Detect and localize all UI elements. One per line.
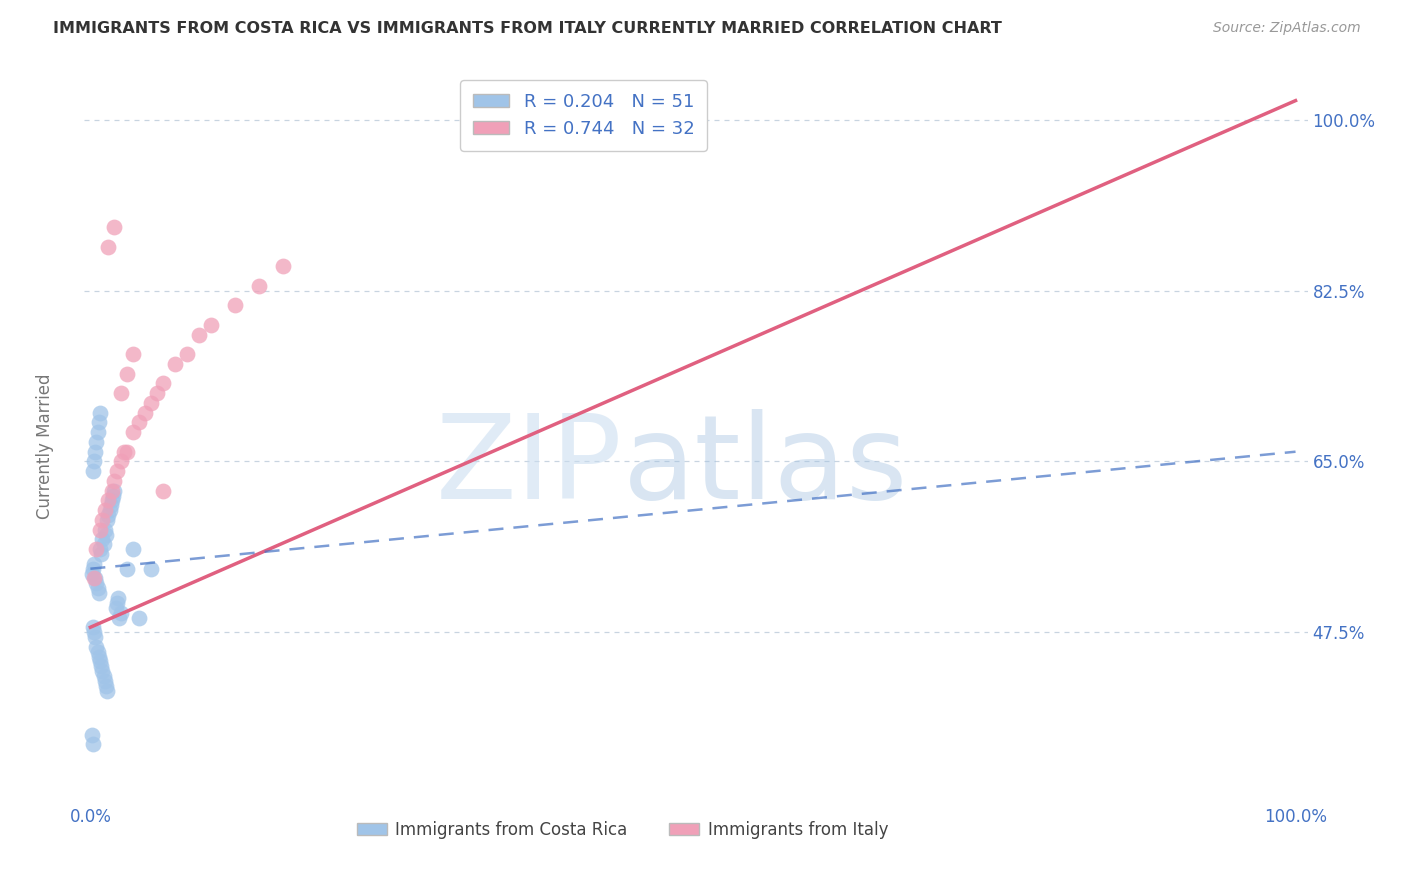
Point (87, 649, 110, 664)
Text: Currently Married: Currently Married (37, 373, 53, 519)
Point (103, 220, 125, 235)
Point (110, 606, 132, 620)
Point (152, 376, 174, 391)
Point (115, 444, 138, 458)
Point (121, 347, 143, 361)
Point (87, 586, 110, 600)
Point (94, 527, 117, 541)
Point (224, 298, 246, 312)
Point (83, 454, 105, 468)
Text: IMMIGRANTS FROM COSTA RICA VS IMMIGRANTS FROM ITALY CURRENTLY MARRIED CORRELATIO: IMMIGRANTS FROM COSTA RICA VS IMMIGRANTS… (53, 21, 1002, 37)
Point (93, 669, 115, 683)
Point (187, 327, 209, 342)
Point (107, 591, 129, 605)
Point (86, 434, 108, 449)
Point (98, 503, 121, 517)
Point (87, 416, 110, 430)
Point (84, 572, 107, 586)
Point (86, 576, 108, 591)
Point (112, 444, 135, 458)
Point (104, 600, 127, 615)
Point (90, 659, 112, 673)
Point (86, 640, 108, 654)
Point (121, 425, 143, 440)
Point (80, 566, 103, 581)
Point (94, 679, 117, 693)
Point (247, 279, 270, 293)
Point (97, 508, 120, 522)
Point (91, 533, 114, 547)
Point (110, 454, 132, 468)
Point (134, 406, 156, 420)
Point (103, 489, 125, 503)
Point (103, 474, 125, 488)
Point (86, 542, 108, 557)
Point (83, 557, 105, 571)
Point (97, 240, 120, 254)
Point (83, 572, 105, 586)
Point (100, 499, 122, 513)
Point (89, 542, 111, 557)
Text: Source: ZipAtlas.com: Source: ZipAtlas.com (1213, 21, 1361, 36)
Point (82, 562, 104, 576)
Point (82, 620, 104, 634)
Point (93, 537, 115, 551)
Point (145, 386, 167, 401)
Legend: Immigrants from Costa Rica, Immigrants from Italy: Immigrants from Costa Rica, Immigrants f… (350, 814, 894, 846)
Point (86, 581, 108, 595)
Point (163, 357, 186, 371)
Point (96, 513, 118, 527)
Point (83, 625, 105, 640)
Point (84, 444, 107, 458)
Point (96, 683, 118, 698)
Point (86, 645, 108, 659)
Point (91, 664, 114, 678)
Point (91, 513, 114, 527)
Point (128, 416, 150, 430)
Point (80, 727, 103, 741)
Point (537, 133, 560, 147)
Point (84, 630, 107, 644)
Point (139, 396, 162, 410)
Point (200, 318, 222, 332)
Point (89, 406, 111, 420)
Point (108, 610, 131, 624)
Point (97, 493, 120, 508)
Point (152, 483, 174, 498)
Point (94, 673, 117, 688)
Point (176, 347, 198, 361)
Point (121, 542, 143, 557)
Point (105, 464, 128, 478)
Point (139, 562, 162, 576)
Point (82, 464, 104, 478)
Point (94, 523, 117, 537)
Text: atlas: atlas (623, 409, 908, 524)
Point (90, 547, 112, 561)
Point (271, 260, 294, 274)
Text: ZIP: ZIP (436, 409, 623, 524)
Point (101, 493, 124, 508)
Point (86, 425, 108, 440)
Point (128, 610, 150, 624)
Point (89, 654, 111, 668)
Point (103, 483, 125, 498)
Point (115, 562, 138, 576)
Point (82, 737, 104, 751)
Point (115, 367, 138, 381)
Point (89, 523, 111, 537)
Point (101, 483, 124, 498)
Point (94, 503, 117, 517)
Point (110, 386, 132, 401)
Point (105, 596, 128, 610)
